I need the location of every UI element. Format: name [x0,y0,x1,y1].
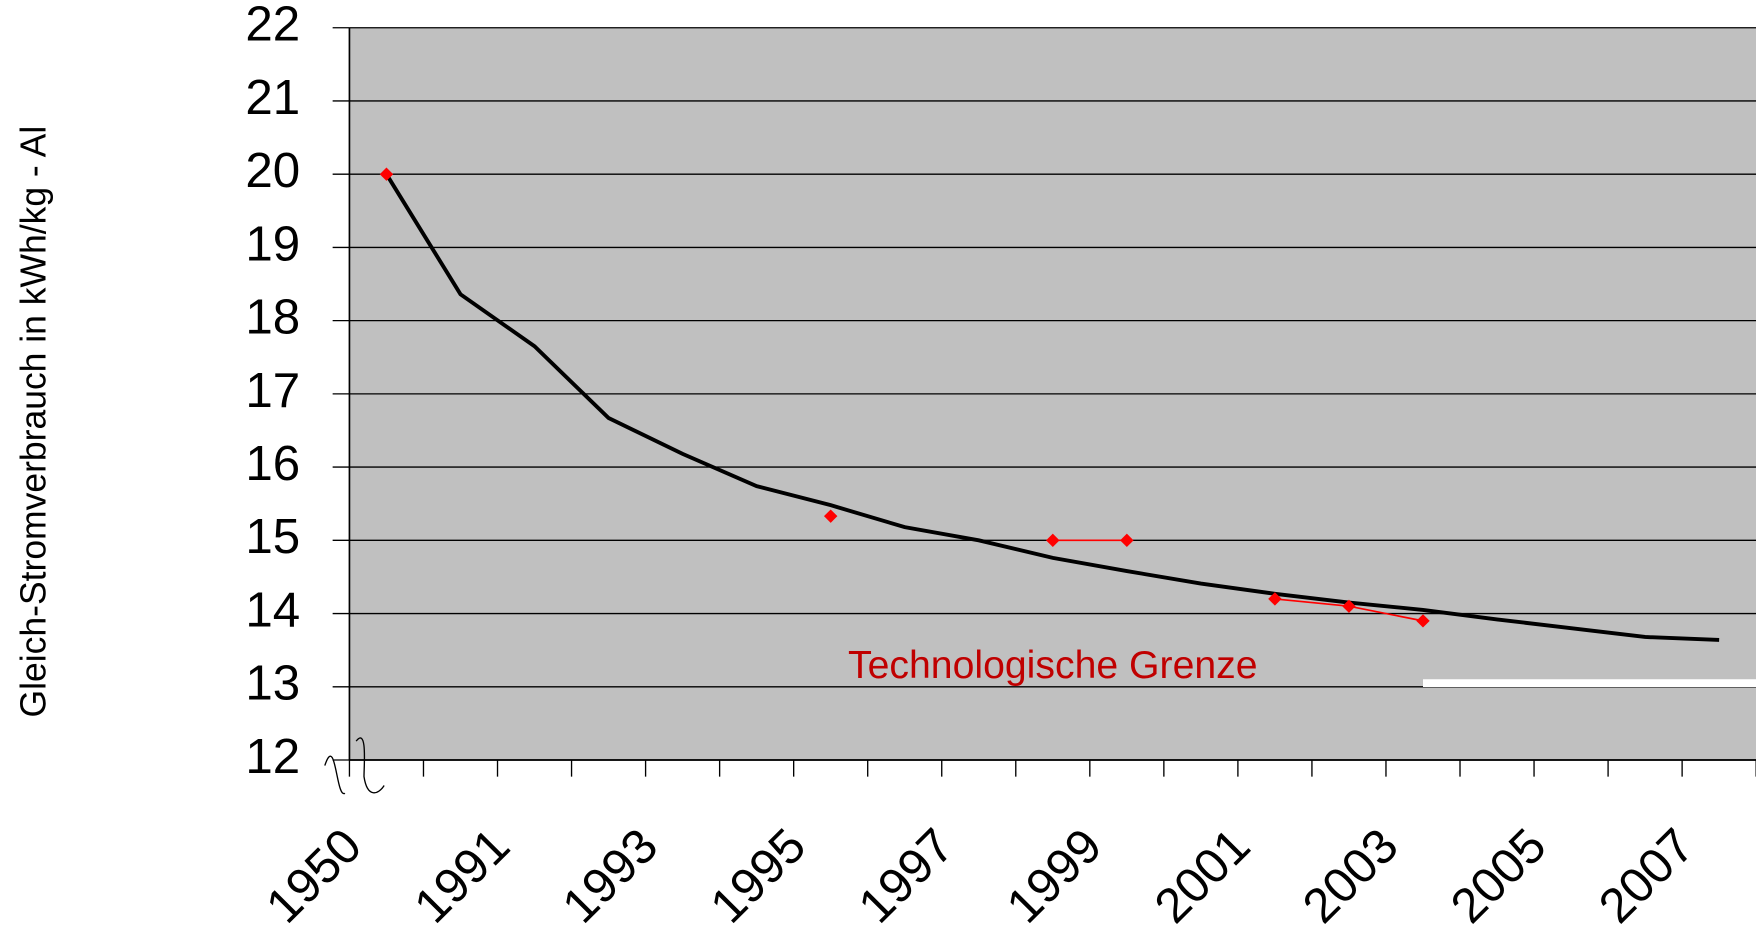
chart-body: Gleich-Stromverbrauch in kWh/kg - Al 12 1… [13,0,1756,934]
y-tick-label: 20 [245,144,300,198]
y-axis-label: Gleich-Stromverbrauch in kWh/kg - Al [13,126,53,718]
x-tick-label: 2001 [1145,819,1261,934]
axis-break [324,737,385,794]
x-tick-label: 2007 [1589,819,1705,934]
x-tick-label: 1999 [997,819,1113,934]
data-point [1120,533,1134,547]
x-tick-label: 1997 [849,819,965,934]
data-point [1342,599,1356,613]
data-point [1268,592,1282,606]
y-tick-label: 14 [245,584,300,638]
x-tick-label: 1950 [256,819,372,934]
series-line [384,173,1720,642]
x-tick-label: 1993 [552,819,668,934]
y-tick-label: 13 [245,657,300,711]
x-tick-label: 1991 [404,819,520,934]
y-tick-label: 19 [245,218,300,272]
y-tick-label: 16 [245,437,300,491]
y-tick-label: 22 [245,0,300,52]
y-tick-label: 18 [245,291,300,345]
y-tick-label: 15 [245,510,300,564]
data-point [823,509,838,523]
y-tick-label: 17 [245,364,300,418]
x-tick-label: 1995 [700,819,816,934]
y-tick-label: 21 [245,71,300,125]
x-tick-label: 2003 [1293,819,1409,934]
x-tick-label: 2005 [1441,819,1557,934]
y-tick-label: 12 [245,730,300,784]
annotation: Technologische Grenze [848,644,1257,687]
